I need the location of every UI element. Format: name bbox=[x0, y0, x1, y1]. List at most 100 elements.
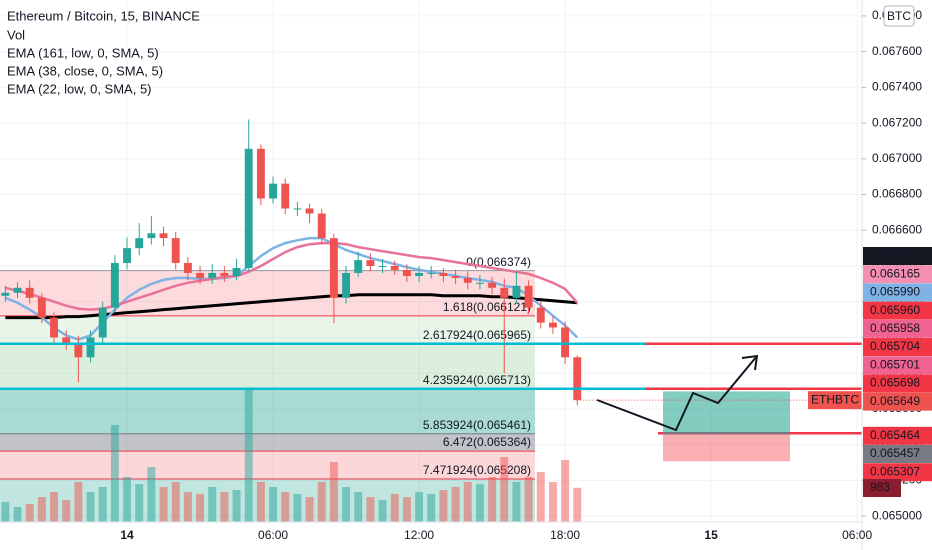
volume-label-bg bbox=[863, 479, 901, 497]
volume-bar bbox=[269, 486, 278, 522]
price-label: 0.065701 bbox=[870, 357, 920, 371]
volume-bar bbox=[86, 492, 95, 522]
price-label-bg bbox=[863, 356, 932, 375]
candle-body bbox=[366, 260, 375, 267]
candle-body bbox=[1, 292, 10, 296]
volume-bar bbox=[232, 489, 241, 522]
price-label-bg bbox=[863, 301, 932, 320]
volume-bar bbox=[573, 487, 582, 522]
candle-body bbox=[402, 269, 411, 277]
candle-body bbox=[536, 307, 545, 323]
volume-bar bbox=[439, 489, 448, 522]
candle-body bbox=[110, 262, 119, 308]
volume-bar bbox=[135, 483, 144, 522]
price-label-bg bbox=[863, 283, 932, 302]
candle-body bbox=[390, 266, 399, 270]
price-label: 0.065704 bbox=[870, 339, 920, 353]
candle-body bbox=[475, 282, 484, 284]
legend-line: EMA (161, low, 0, SMA, 5) bbox=[7, 45, 159, 60]
volume-bar bbox=[561, 459, 570, 522]
volume-bar bbox=[548, 481, 557, 522]
volume-bar bbox=[256, 481, 265, 522]
candle-body bbox=[220, 272, 229, 277]
stop-zone bbox=[663, 433, 790, 462]
candle-body bbox=[50, 317, 58, 338]
x-tick-label: 14 bbox=[120, 528, 134, 542]
candle-body bbox=[208, 272, 217, 278]
candle-body bbox=[256, 148, 265, 199]
volume-bar bbox=[500, 456, 509, 522]
volume-bar bbox=[37, 497, 46, 522]
volume-bar bbox=[110, 424, 119, 522]
price-label-bg bbox=[863, 319, 932, 338]
candle-body bbox=[37, 297, 46, 318]
price-label-bg bbox=[863, 463, 932, 482]
candle-body bbox=[123, 248, 131, 263]
price-label: 0.065464 bbox=[870, 428, 920, 442]
volume-bar bbox=[62, 500, 71, 522]
volume-bar bbox=[220, 492, 229, 522]
fib-level-label: 7.471924(0.065208) bbox=[423, 463, 531, 477]
fib-level-label: 4.235924(0.065713) bbox=[423, 373, 531, 387]
candle-body bbox=[171, 238, 180, 263]
candle-body bbox=[293, 208, 302, 210]
symbol-tag-bg bbox=[808, 391, 862, 410]
price-label-bg bbox=[863, 426, 932, 445]
volume-bar bbox=[1, 501, 10, 522]
candle-body bbox=[342, 272, 351, 298]
fib-zone bbox=[0, 388, 535, 434]
candle-body bbox=[524, 285, 533, 308]
volume-bar bbox=[329, 462, 338, 522]
candle-body bbox=[488, 282, 497, 288]
volume-bar bbox=[147, 466, 156, 522]
y-tick-label: 0.065000 bbox=[872, 508, 922, 522]
candle-body bbox=[317, 213, 326, 239]
candle-body bbox=[244, 148, 253, 268]
x-tick-label: 15 bbox=[704, 528, 718, 542]
candle-body bbox=[512, 285, 521, 298]
fib-level-label: 6.472(0.065364) bbox=[443, 435, 531, 449]
volume-bar bbox=[293, 493, 302, 522]
candle-body bbox=[329, 238, 338, 298]
price-label-bg bbox=[863, 445, 932, 463]
price-label-bg bbox=[863, 374, 932, 393]
candle-body bbox=[74, 342, 83, 358]
candle-body bbox=[147, 233, 156, 239]
x-tick-label: 06:00 bbox=[842, 528, 872, 542]
candle-body bbox=[463, 277, 472, 283]
fib-level-label: 0(0.066374) bbox=[466, 255, 531, 269]
candle-body bbox=[269, 183, 278, 199]
candle-body bbox=[159, 233, 168, 239]
volume-bar bbox=[123, 477, 131, 522]
fib-zone bbox=[0, 433, 535, 452]
candle-body bbox=[439, 272, 448, 277]
candle-body bbox=[451, 276, 460, 278]
volume-bar bbox=[475, 483, 484, 522]
volume-bar bbox=[402, 497, 411, 522]
arrow-head bbox=[741, 354, 759, 371]
volume-bar bbox=[244, 389, 253, 522]
candle-body bbox=[62, 337, 71, 343]
volume-bar bbox=[50, 492, 58, 522]
target-zone bbox=[663, 391, 790, 434]
fib-level-label: 1.618(0.066121) bbox=[443, 300, 531, 314]
volume-bar bbox=[451, 486, 460, 522]
symbol-tag: ETHBTC bbox=[811, 392, 859, 406]
volume-bar bbox=[488, 477, 497, 522]
candle-body bbox=[354, 260, 363, 273]
price-label-bg bbox=[863, 392, 932, 411]
price-label: 0.065698 bbox=[870, 376, 920, 390]
volume-bar bbox=[427, 493, 436, 522]
legend-line: EMA (22, low, 0, SMA, 5) bbox=[7, 81, 152, 96]
currency-badge-bg bbox=[883, 5, 915, 27]
volume-bar bbox=[13, 507, 22, 522]
volume-bar bbox=[390, 493, 399, 522]
price-label: 0.065960 bbox=[870, 303, 920, 317]
candle-body bbox=[232, 267, 241, 277]
volume-bar bbox=[512, 481, 521, 522]
y-tick-label: 0.066600 bbox=[872, 222, 922, 236]
candle-body bbox=[183, 262, 192, 273]
x-tick-label: 12:00 bbox=[404, 528, 434, 542]
x-tick-label: 18:00 bbox=[550, 528, 580, 542]
candle-body bbox=[13, 287, 22, 293]
